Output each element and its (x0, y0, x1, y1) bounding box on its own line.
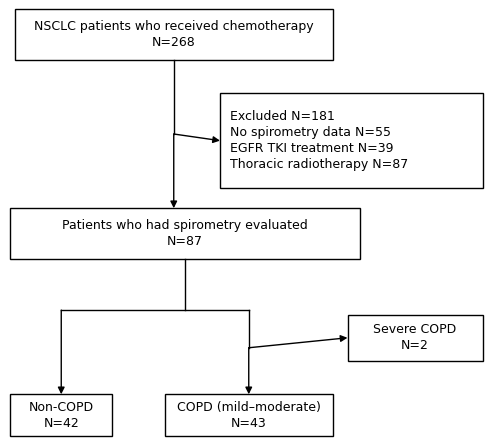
Text: Patients who had spirometry evaluated: Patients who had spirometry evaluated (62, 219, 308, 232)
Text: NSCLC patients who received chemotherapy: NSCLC patients who received chemotherapy (34, 20, 313, 33)
FancyBboxPatch shape (165, 394, 332, 436)
Text: Non-COPD: Non-COPD (28, 401, 94, 414)
Text: COPD (mild–moderate): COPD (mild–moderate) (177, 401, 320, 414)
Text: N=2: N=2 (401, 339, 429, 352)
FancyBboxPatch shape (348, 315, 482, 361)
FancyBboxPatch shape (220, 93, 482, 188)
Text: Severe COPD: Severe COPD (374, 323, 456, 336)
Text: Thoracic radiotherapy N=87: Thoracic radiotherapy N=87 (230, 158, 408, 171)
Text: N=87: N=87 (167, 235, 203, 248)
Text: N=268: N=268 (152, 36, 196, 49)
FancyBboxPatch shape (15, 9, 332, 60)
Text: N=43: N=43 (231, 417, 266, 430)
FancyBboxPatch shape (10, 394, 113, 436)
Text: EGFR TKI treatment N=39: EGFR TKI treatment N=39 (230, 142, 394, 155)
FancyBboxPatch shape (10, 208, 360, 259)
Text: Excluded N=181: Excluded N=181 (230, 110, 335, 123)
Text: No spirometry data N=55: No spirometry data N=55 (230, 126, 391, 139)
Text: N=42: N=42 (44, 417, 79, 430)
